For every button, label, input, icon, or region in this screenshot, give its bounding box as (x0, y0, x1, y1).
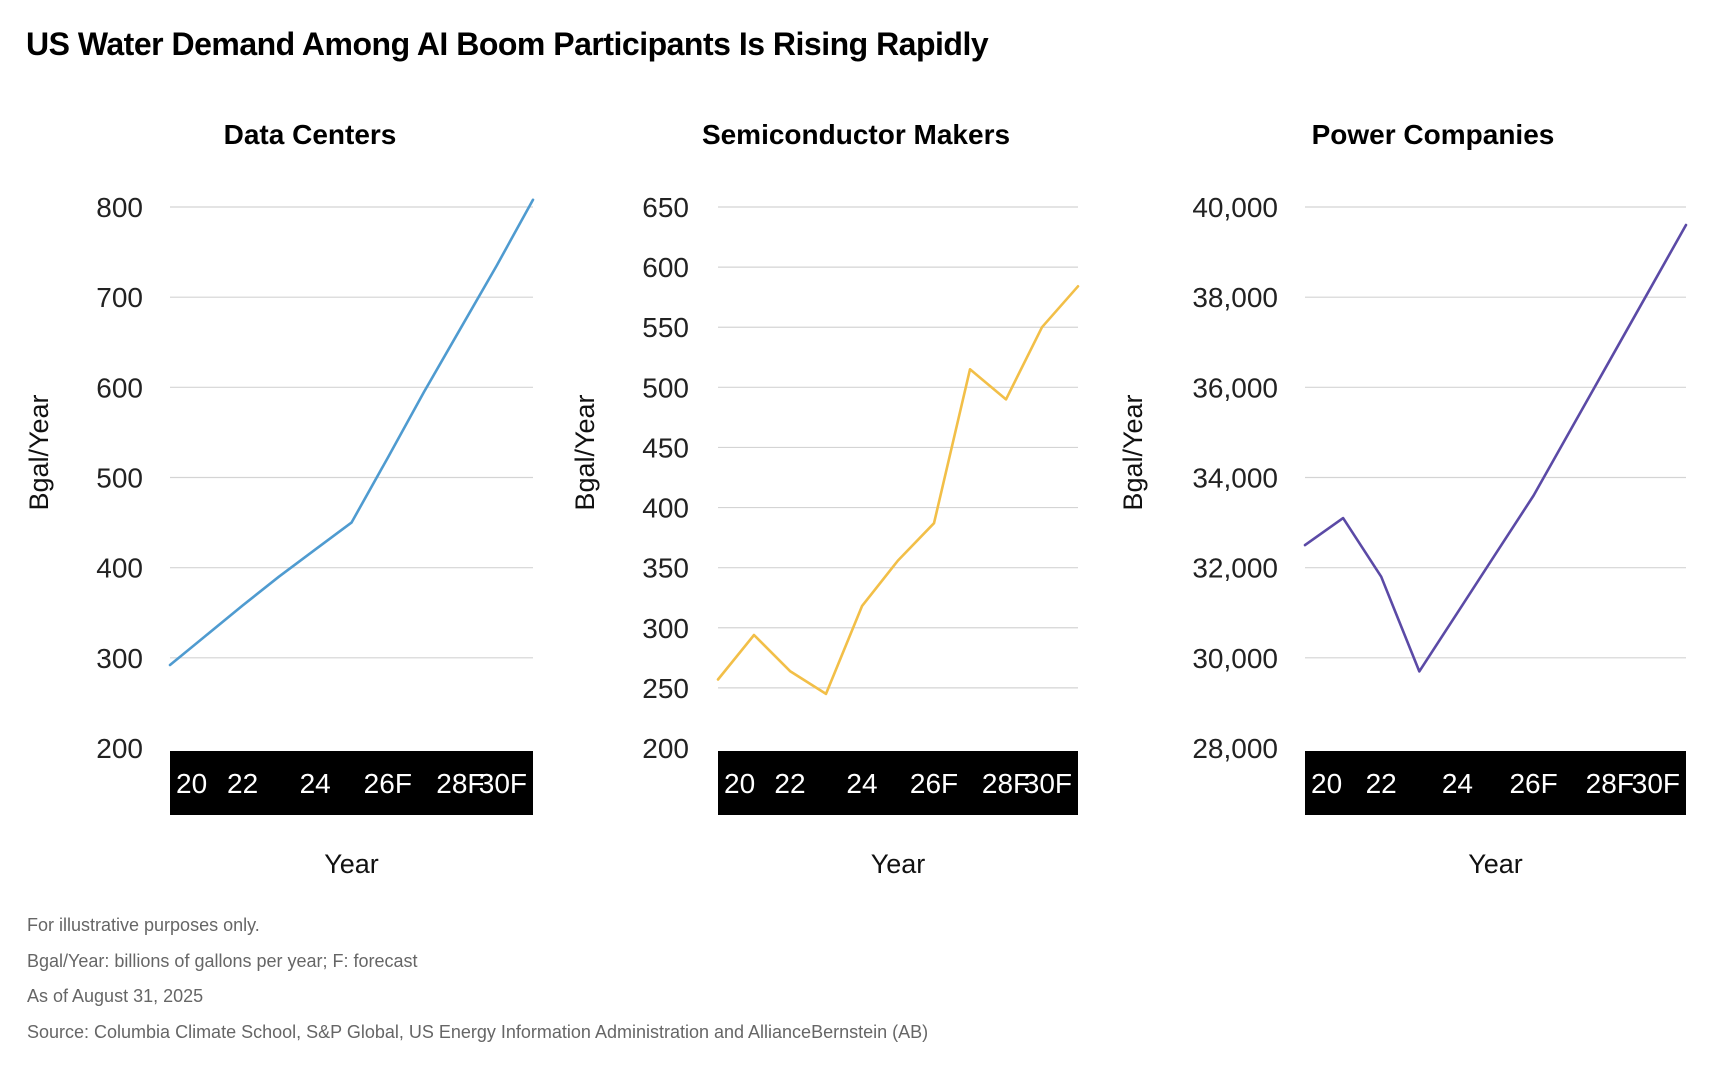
footnote-definitions: Bgal/Year: billions of gallons per year;… (27, 950, 418, 971)
footnotes: For illustrative purposes only. Bgal/Yea… (27, 915, 928, 1057)
data-centers-xaxis-label: Year (324, 849, 379, 879)
power-companies-ytick-label: 36,000 (1192, 372, 1278, 403)
data-centers-yaxis-label: Bgal/Year (24, 394, 54, 510)
data-centers-xtick-label: 30F (479, 768, 527, 799)
semiconductor-makers-series-line (716, 284, 1080, 696)
power-companies-chart-title: Power Companies (1312, 119, 1555, 150)
data-centers-ytick-label: 300 (96, 643, 143, 674)
semiconductor-makers-ytick-label: 400 (642, 493, 689, 524)
power-companies-xaxis-label: Year (1468, 849, 1523, 879)
semiconductor-makers-ytick-label: 300 (642, 613, 689, 644)
power-companies-xtick-label: 28F (1586, 768, 1634, 799)
semiconductor-makers-xaxis-band (718, 751, 1078, 815)
semiconductor-makers-ytick-label: 350 (642, 553, 689, 584)
footnote-date: As of August 31, 2025 (27, 986, 204, 1006)
data-centers-chart-title: Data Centers (224, 119, 397, 150)
power-companies-ytick-label: 28,000 (1192, 733, 1278, 764)
semiconductor-makers-chart-title: Semiconductor Makers (702, 119, 1010, 150)
semiconductor-makers-ytick-label: 650 (642, 192, 689, 223)
data-centers-ytick-label: 400 (96, 553, 143, 584)
semiconductor-makers-ytick-label: 500 (642, 372, 689, 403)
data-centers-xtick-label: 22 (227, 768, 258, 799)
semiconductor-makers-ytick-label: 550 (642, 312, 689, 343)
semiconductor-makers-xtick-label: 30F (1024, 768, 1072, 799)
data-centers-xtick-label: 26F (364, 768, 412, 799)
data-centers-ytick-label: 500 (96, 463, 143, 494)
semiconductor-makers-xtick-label: 22 (774, 768, 805, 799)
semiconductor-makers-yaxis-label: Bgal/Year (570, 394, 600, 510)
power-companies-xtick-label: 30F (1632, 768, 1680, 799)
data-centers-ytick-label: 700 (96, 282, 143, 313)
footnote-source: Source: Columbia Climate School, S&P Glo… (27, 1021, 929, 1042)
power-companies-ytick-label: 32,000 (1192, 553, 1278, 584)
semiconductor-makers-ytick-label: 250 (642, 673, 689, 704)
semiconductor-makers-xtick-label: 20 (724, 768, 755, 799)
power-companies-ytick-label: 34,000 (1192, 463, 1278, 494)
power-companies-xtick-label: 24 (1442, 768, 1473, 799)
semiconductor-makers-ytick-label: 450 (642, 432, 689, 463)
footnote-illustrative: For illustrative purposes only. (27, 915, 260, 935)
semiconductor-makers-ytick-label: 200 (642, 733, 689, 764)
data-centers-xtick-label: 20 (176, 768, 207, 799)
data-centers-ytick-label: 800 (96, 192, 143, 223)
data-centers-series-line (168, 198, 535, 667)
data-centers-xaxis-band (170, 751, 533, 815)
data-centers-xtick-label: 28F (436, 768, 484, 799)
data-centers-xtick-label: 24 (300, 768, 331, 799)
power-companies-series-line (1303, 223, 1688, 673)
power-companies-ytick-label: 30,000 (1192, 643, 1278, 674)
power-companies-xtick-label: 26F (1509, 768, 1557, 799)
semiconductor-makers-ytick-label: 600 (642, 252, 689, 283)
semiconductor-makers-xtick-label: 24 (846, 768, 877, 799)
power-companies-ytick-label: 40,000 (1192, 192, 1278, 223)
data-centers-ytick-label: 600 (96, 372, 143, 403)
semiconductor-makers-xtick-label: 28F (982, 768, 1030, 799)
semiconductor-makers-xaxis-label: Year (871, 849, 926, 879)
power-companies-xaxis-band (1305, 751, 1686, 815)
data-centers-ytick-label: 200 (96, 733, 143, 764)
semiconductor-makers-xtick-label: 26F (910, 768, 958, 799)
power-companies-xtick-label: 22 (1366, 768, 1397, 799)
power-companies-ytick-label: 38,000 (1192, 282, 1278, 313)
power-companies-xtick-label: 20 (1311, 768, 1342, 799)
main-title: US Water Demand Among AI Boom Participan… (26, 26, 989, 62)
power-companies-yaxis-label: Bgal/Year (1118, 394, 1148, 510)
